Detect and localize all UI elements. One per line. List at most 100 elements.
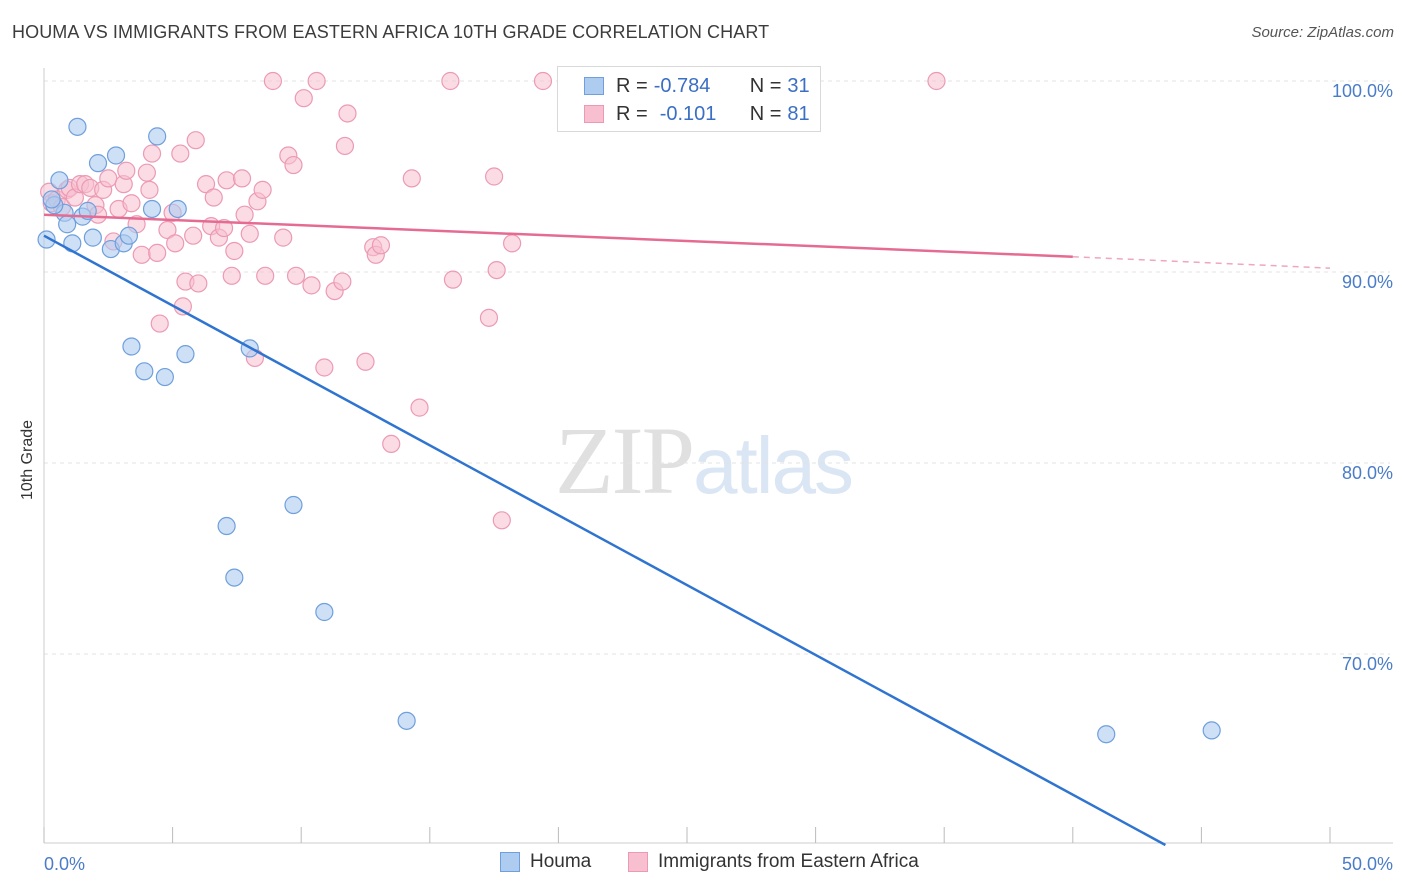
houma-point-10 bbox=[106, 146, 126, 165]
tick-labels: 70.0% 80.0% 90.0% 100.0% 0.0% 50.0% bbox=[44, 81, 1393, 874]
africa-trend-line bbox=[43, 213, 1073, 258]
y-tick-label-80: 80.0% bbox=[1342, 463, 1393, 483]
houma-point-15 bbox=[142, 199, 162, 219]
y-tick-label-100: 100.0% bbox=[1332, 81, 1393, 101]
series-label-houma: Houma bbox=[530, 851, 592, 872]
africa-point-25 bbox=[150, 314, 169, 333]
houma-point-1 bbox=[50, 171, 69, 190]
houma-point-24 bbox=[315, 602, 334, 622]
africa-point-68 bbox=[402, 169, 421, 188]
africa-point-28 bbox=[166, 234, 185, 253]
africa-point-49 bbox=[256, 266, 275, 285]
houma-point-21 bbox=[225, 568, 244, 587]
x-tick-label-end: 50.0% bbox=[1342, 854, 1393, 874]
africa-point-22 bbox=[140, 180, 159, 199]
houma-point-4 bbox=[63, 234, 82, 253]
africa-point-48 bbox=[253, 180, 272, 199]
houma-point-27 bbox=[1202, 721, 1221, 740]
legend-r-label: R = bbox=[616, 74, 648, 97]
africa-point-75 bbox=[492, 511, 511, 530]
legend-r-label: R = bbox=[616, 102, 648, 125]
houma-point-23 bbox=[284, 495, 303, 515]
watermark: ZIPatlas bbox=[555, 405, 854, 516]
africa-point-34 bbox=[189, 274, 208, 293]
houma-point-26 bbox=[1097, 725, 1116, 744]
grid-lines bbox=[44, 80, 1390, 655]
africa-point-57 bbox=[307, 71, 326, 91]
africa-points bbox=[40, 71, 946, 530]
legend-r-value-houma: -0.784 bbox=[653, 74, 711, 97]
houma-point-17 bbox=[155, 367, 174, 387]
stats-legend: R = -0.784 N = 31 R = -0.101 N = 81 bbox=[557, 66, 821, 132]
africa-point-18 bbox=[122, 194, 141, 213]
africa-point-37 bbox=[204, 188, 223, 207]
africa-point-71 bbox=[443, 270, 463, 289]
legend-r-value-africa: -0.101 bbox=[659, 102, 717, 125]
africa-point-50 bbox=[263, 71, 283, 91]
africa-point-41 bbox=[222, 266, 241, 285]
africa-point-45 bbox=[240, 224, 259, 243]
africa-point-51 bbox=[274, 228, 293, 247]
africa-point-63 bbox=[356, 352, 375, 371]
houma-point-3 bbox=[58, 215, 77, 234]
legend-n-label: N = bbox=[749, 102, 782, 125]
legend-n-value-houma: 31 bbox=[787, 74, 810, 97]
africa-point-40 bbox=[217, 171, 236, 190]
africa-point-29 bbox=[171, 144, 190, 163]
africa-point-56 bbox=[302, 276, 321, 295]
houma-point-7 bbox=[83, 228, 102, 247]
houma-point-16 bbox=[148, 127, 167, 146]
houma-point-13 bbox=[122, 337, 141, 356]
africa-point-66 bbox=[371, 236, 391, 255]
series-swatch-houma bbox=[500, 852, 520, 872]
series-legend-houma: Houma bbox=[500, 851, 591, 873]
chart-title: HOUMA VS IMMIGRANTS FROM EASTERN AFRICA … bbox=[12, 22, 770, 42]
africa-point-20 bbox=[132, 245, 151, 264]
africa-point-55 bbox=[294, 89, 313, 108]
legend-swatch-houma bbox=[584, 77, 604, 95]
africa-point-26 bbox=[158, 220, 177, 240]
houma-point-20 bbox=[217, 516, 236, 536]
africa-point-23 bbox=[142, 144, 162, 163]
africa-point-32 bbox=[184, 226, 203, 245]
y-tick-label-90: 90.0% bbox=[1342, 272, 1393, 292]
legend-n-label: N = bbox=[749, 74, 782, 97]
houma-point-25 bbox=[397, 711, 416, 730]
africa-point-74 bbox=[487, 260, 506, 280]
series-swatch-africa bbox=[628, 852, 648, 872]
africa-point-70 bbox=[441, 71, 460, 91]
africa-point-53 bbox=[284, 155, 303, 175]
africa-point-33 bbox=[186, 131, 205, 150]
africa-point-24 bbox=[148, 243, 167, 262]
houma-trend-line bbox=[43, 234, 1166, 847]
houma-point-5 bbox=[68, 117, 87, 136]
africa-point-73 bbox=[485, 167, 504, 186]
africa-point-69 bbox=[410, 398, 429, 417]
legend-n-value-africa: 81 bbox=[787, 102, 810, 125]
watermark-atlas: atlas bbox=[693, 421, 854, 510]
series-legend: Houma Immigrants from Eastern Africa bbox=[0, 851, 1406, 877]
africa-point-54 bbox=[286, 266, 306, 285]
africa-point-43 bbox=[232, 169, 252, 188]
watermark-zip: ZIP bbox=[555, 407, 695, 514]
houma-point-30 bbox=[42, 190, 61, 209]
houma-point-19 bbox=[176, 345, 195, 364]
africa-point-61 bbox=[335, 136, 355, 156]
houma-point-18 bbox=[168, 199, 187, 219]
africa-point-42 bbox=[225, 241, 244, 261]
africa-point-58 bbox=[315, 358, 334, 377]
x-tick-label-start: 0.0% bbox=[44, 854, 85, 874]
africa-point-35 bbox=[196, 175, 216, 194]
africa-point-13 bbox=[99, 169, 118, 188]
africa-point-60 bbox=[333, 272, 352, 291]
africa-point-21 bbox=[137, 163, 156, 182]
series-label-africa: Immigrants from Eastern Africa bbox=[658, 851, 919, 872]
source-label: Source: ZipAtlas.com bbox=[1251, 24, 1394, 41]
africa-point-17 bbox=[117, 161, 136, 180]
houma-points bbox=[37, 117, 1221, 744]
trend-lines bbox=[43, 213, 1331, 847]
africa-point-39 bbox=[214, 218, 234, 238]
africa-point-77 bbox=[533, 71, 553, 91]
series-legend-africa: Immigrants from Eastern Africa bbox=[628, 851, 919, 873]
